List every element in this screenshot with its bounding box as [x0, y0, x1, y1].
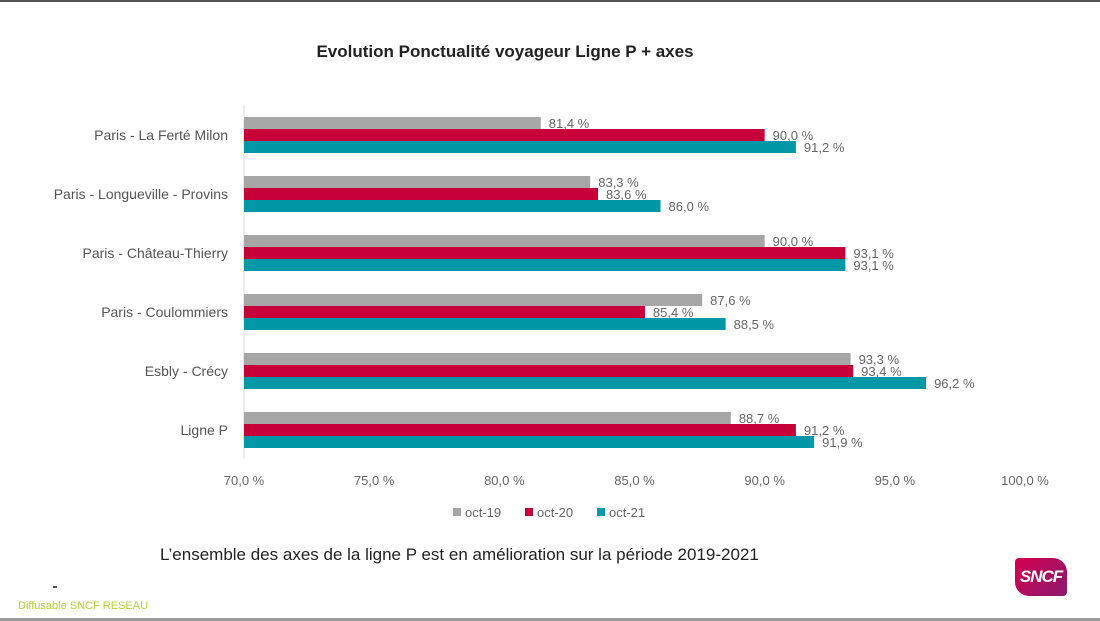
bar-oct-21 — [244, 318, 726, 330]
data-label: 90,0 % — [773, 234, 814, 249]
data-label: 83,6 % — [606, 187, 647, 202]
footer-note: Diffusable SNCF RESEAU — [18, 600, 149, 612]
bar-oct-20 — [244, 247, 846, 259]
data-label: 85,4 % — [653, 305, 694, 320]
bar-oct-20 — [244, 365, 854, 377]
legend-label: oct-19 — [465, 505, 501, 520]
bar-oct-21 — [244, 259, 846, 271]
bar-oct-19 — [244, 235, 765, 247]
caption: L’ensemble des axes de la ligne P est en… — [160, 545, 759, 564]
bar-oct-19 — [244, 294, 703, 306]
category-label: Paris - Longueville - Provins — [54, 186, 228, 202]
data-label: 96,2 % — [934, 376, 975, 391]
category-label: Paris - Château-Thierry — [83, 245, 229, 261]
sncf-logo: SNCF — [1015, 558, 1067, 596]
bar-oct-21 — [244, 141, 796, 153]
x-tick-label: 95,0 % — [875, 473, 916, 488]
category-label: Esbly - Crécy — [145, 363, 228, 379]
data-label: 91,2 % — [804, 140, 845, 155]
x-tick-label: 75,0 % — [354, 473, 395, 488]
data-label: 87,6 % — [710, 293, 751, 308]
bar-oct-20 — [244, 188, 599, 200]
legend-swatch-oct-21 — [597, 508, 605, 516]
bar-oct-21 — [244, 436, 815, 448]
bar-oct-20 — [244, 129, 765, 141]
legend-label: oct-21 — [609, 505, 645, 520]
x-tick-label: 85,0 % — [614, 473, 655, 488]
legend-label: oct-20 — [537, 505, 573, 520]
data-label: 93,1 % — [853, 258, 894, 273]
data-label: 93,3 % — [859, 352, 900, 367]
x-tick-label: 70,0 % — [224, 473, 265, 488]
data-label: 93,1 % — [853, 246, 894, 261]
bar-oct-21 — [244, 200, 661, 212]
data-label: 91,9 % — [822, 435, 863, 450]
data-label: 81,4 % — [549, 116, 590, 131]
bullet-mark — [53, 586, 57, 588]
bar-oct-20 — [244, 424, 796, 436]
category-label: Paris - La Ferté Milon — [94, 127, 228, 143]
data-label: 93,4 % — [861, 364, 902, 379]
bottom-border — [0, 618, 1100, 621]
bar-oct-21 — [244, 377, 927, 389]
category-label: Ligne P — [181, 422, 228, 438]
data-label: 88,7 % — [739, 411, 780, 426]
data-label: 88,5 % — [734, 317, 775, 332]
x-tick-label: 80,0 % — [484, 473, 525, 488]
bar-oct-19 — [244, 117, 541, 129]
bar-oct-20 — [244, 306, 645, 318]
legend-swatch-oct-20 — [525, 508, 533, 516]
bar-oct-19 — [244, 353, 851, 365]
bar-oct-19 — [244, 176, 591, 188]
category-label: Paris - Coulommiers — [101, 304, 228, 320]
data-label: 91,2 % — [804, 423, 845, 438]
x-tick-label: 90,0 % — [744, 473, 785, 488]
data-label: 86,0 % — [669, 199, 710, 214]
legend-swatch-oct-19 — [453, 508, 461, 516]
data-label: 83,3 % — [598, 175, 639, 190]
x-tick-label: 100,0 % — [1001, 473, 1049, 488]
bar-oct-19 — [244, 412, 731, 424]
chart-title: Evolution Ponctualité voyageur Ligne P +… — [316, 42, 694, 61]
data-label: 90,0 % — [773, 128, 814, 143]
